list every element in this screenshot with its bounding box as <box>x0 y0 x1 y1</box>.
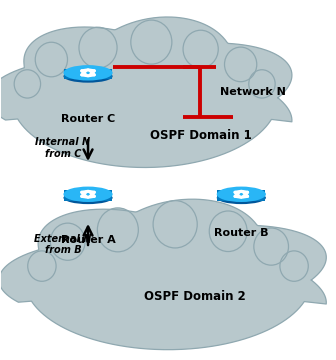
Circle shape <box>28 251 56 281</box>
Circle shape <box>153 201 197 248</box>
Ellipse shape <box>217 192 266 204</box>
Text: Router A: Router A <box>61 235 115 246</box>
Ellipse shape <box>64 186 113 202</box>
Circle shape <box>224 47 257 82</box>
Circle shape <box>183 30 218 68</box>
Circle shape <box>131 20 172 64</box>
Circle shape <box>79 27 117 68</box>
Circle shape <box>209 211 247 252</box>
Text: Network N: Network N <box>220 87 286 98</box>
Text: OSPF Domain 1: OSPF Domain 1 <box>151 129 252 142</box>
Ellipse shape <box>217 186 266 202</box>
Circle shape <box>249 70 275 98</box>
Circle shape <box>97 208 138 252</box>
Text: Router C: Router C <box>61 114 115 124</box>
Circle shape <box>50 223 85 260</box>
Ellipse shape <box>64 70 113 83</box>
Circle shape <box>254 228 289 265</box>
Circle shape <box>14 70 41 98</box>
Ellipse shape <box>64 192 113 204</box>
Text: OSPF Domain 2: OSPF Domain 2 <box>144 289 246 303</box>
Circle shape <box>35 42 68 77</box>
Text: Internal N
from C: Internal N from C <box>36 137 91 159</box>
FancyBboxPatch shape <box>64 190 112 201</box>
Polygon shape <box>0 199 326 350</box>
FancyBboxPatch shape <box>217 190 265 201</box>
Polygon shape <box>0 17 292 167</box>
Text: External N
from B: External N from B <box>34 234 92 255</box>
Ellipse shape <box>64 65 113 81</box>
FancyBboxPatch shape <box>64 69 112 79</box>
Text: Router B: Router B <box>214 228 268 238</box>
Circle shape <box>280 251 308 281</box>
